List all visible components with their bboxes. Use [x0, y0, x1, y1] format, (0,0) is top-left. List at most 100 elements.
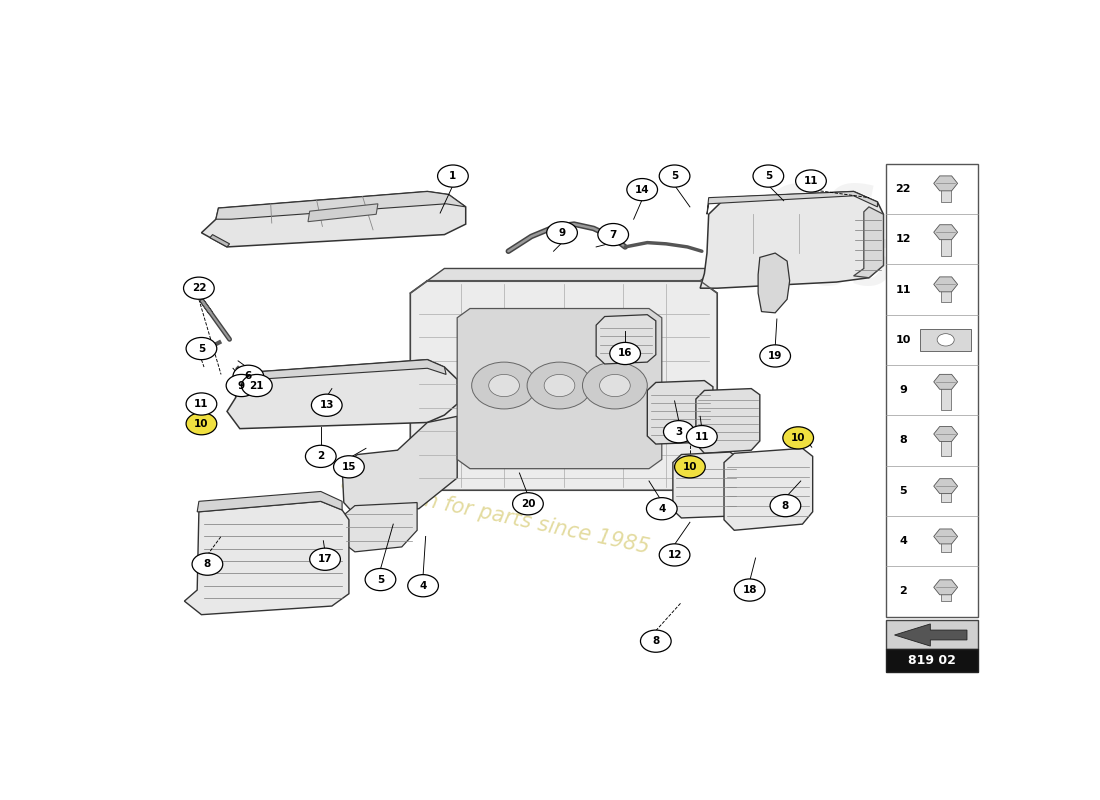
Text: 22: 22 [191, 283, 206, 293]
Text: 5: 5 [899, 486, 906, 496]
Text: 5: 5 [671, 171, 679, 181]
Text: 9: 9 [899, 385, 907, 395]
Text: 7: 7 [609, 230, 617, 240]
Text: 11: 11 [804, 176, 818, 186]
Circle shape [488, 374, 519, 397]
Circle shape [544, 374, 575, 397]
FancyBboxPatch shape [940, 183, 950, 202]
Text: 4: 4 [899, 536, 907, 546]
Circle shape [735, 579, 764, 601]
Text: 9: 9 [559, 228, 565, 238]
Circle shape [242, 374, 272, 397]
FancyBboxPatch shape [940, 434, 950, 455]
Polygon shape [596, 314, 656, 364]
Circle shape [310, 548, 340, 570]
Circle shape [547, 222, 578, 244]
Polygon shape [197, 491, 342, 512]
Text: 8: 8 [782, 501, 789, 510]
Polygon shape [934, 277, 958, 292]
Circle shape [438, 165, 469, 187]
Circle shape [627, 178, 658, 201]
Text: 5: 5 [377, 574, 384, 585]
Polygon shape [185, 502, 349, 614]
Polygon shape [707, 191, 878, 214]
FancyBboxPatch shape [940, 284, 950, 302]
Text: 6: 6 [244, 371, 252, 382]
Polygon shape [934, 478, 958, 494]
Text: 17: 17 [318, 554, 332, 564]
FancyBboxPatch shape [940, 537, 950, 552]
Polygon shape [216, 191, 465, 219]
FancyBboxPatch shape [940, 232, 950, 256]
Polygon shape [647, 381, 713, 444]
Polygon shape [934, 426, 958, 442]
Polygon shape [724, 448, 813, 530]
Text: 12: 12 [895, 234, 911, 244]
Circle shape [937, 334, 954, 346]
Circle shape [686, 426, 717, 448]
Circle shape [583, 362, 647, 409]
Text: 5: 5 [764, 171, 772, 181]
Circle shape [233, 365, 264, 387]
Text: 2: 2 [317, 451, 324, 462]
Polygon shape [854, 207, 883, 278]
Text: 8: 8 [204, 559, 211, 569]
Text: 15: 15 [342, 462, 356, 472]
Text: 11: 11 [195, 399, 209, 409]
Circle shape [192, 553, 222, 575]
Text: 9: 9 [238, 381, 245, 390]
Text: a passion for parts since 1985: a passion for parts since 1985 [340, 472, 651, 558]
Circle shape [597, 223, 628, 246]
Text: 5: 5 [198, 343, 205, 354]
FancyBboxPatch shape [940, 587, 950, 601]
Circle shape [184, 277, 214, 299]
Polygon shape [458, 309, 662, 469]
Circle shape [659, 544, 690, 566]
Polygon shape [934, 580, 958, 594]
Text: 11: 11 [895, 285, 911, 294]
Polygon shape [342, 416, 458, 515]
Circle shape [408, 574, 439, 597]
Polygon shape [696, 389, 760, 454]
Circle shape [754, 165, 783, 187]
Text: 22: 22 [895, 184, 911, 194]
Circle shape [674, 456, 705, 478]
Text: 3: 3 [675, 426, 682, 437]
Circle shape [770, 494, 801, 517]
Text: 2: 2 [899, 586, 906, 596]
Circle shape [527, 362, 592, 409]
Circle shape [365, 569, 396, 590]
Text: 12: 12 [668, 550, 682, 560]
Text: 8: 8 [652, 636, 659, 646]
Circle shape [227, 374, 257, 397]
Text: 85: 85 [810, 238, 898, 298]
Text: 13: 13 [319, 400, 334, 410]
Circle shape [640, 630, 671, 652]
Circle shape [513, 493, 543, 515]
Text: 4: 4 [658, 504, 666, 514]
Text: 16: 16 [618, 349, 632, 358]
FancyBboxPatch shape [886, 619, 978, 649]
Circle shape [783, 426, 814, 449]
Polygon shape [340, 502, 417, 552]
Text: GS: GS [760, 182, 879, 256]
Text: 10: 10 [791, 433, 805, 443]
Circle shape [609, 342, 640, 365]
Polygon shape [758, 253, 790, 313]
Circle shape [795, 170, 826, 192]
Circle shape [306, 446, 337, 467]
Text: 8: 8 [899, 435, 906, 446]
Polygon shape [673, 452, 738, 518]
Circle shape [186, 413, 217, 435]
Polygon shape [227, 360, 458, 429]
Circle shape [472, 362, 537, 409]
Polygon shape [894, 624, 967, 646]
Circle shape [659, 165, 690, 187]
Text: 18: 18 [742, 585, 757, 595]
Text: 10: 10 [683, 462, 697, 472]
Polygon shape [934, 225, 958, 240]
Circle shape [186, 338, 217, 360]
Polygon shape [934, 374, 958, 390]
Text: 21: 21 [250, 381, 264, 390]
Polygon shape [201, 191, 465, 247]
